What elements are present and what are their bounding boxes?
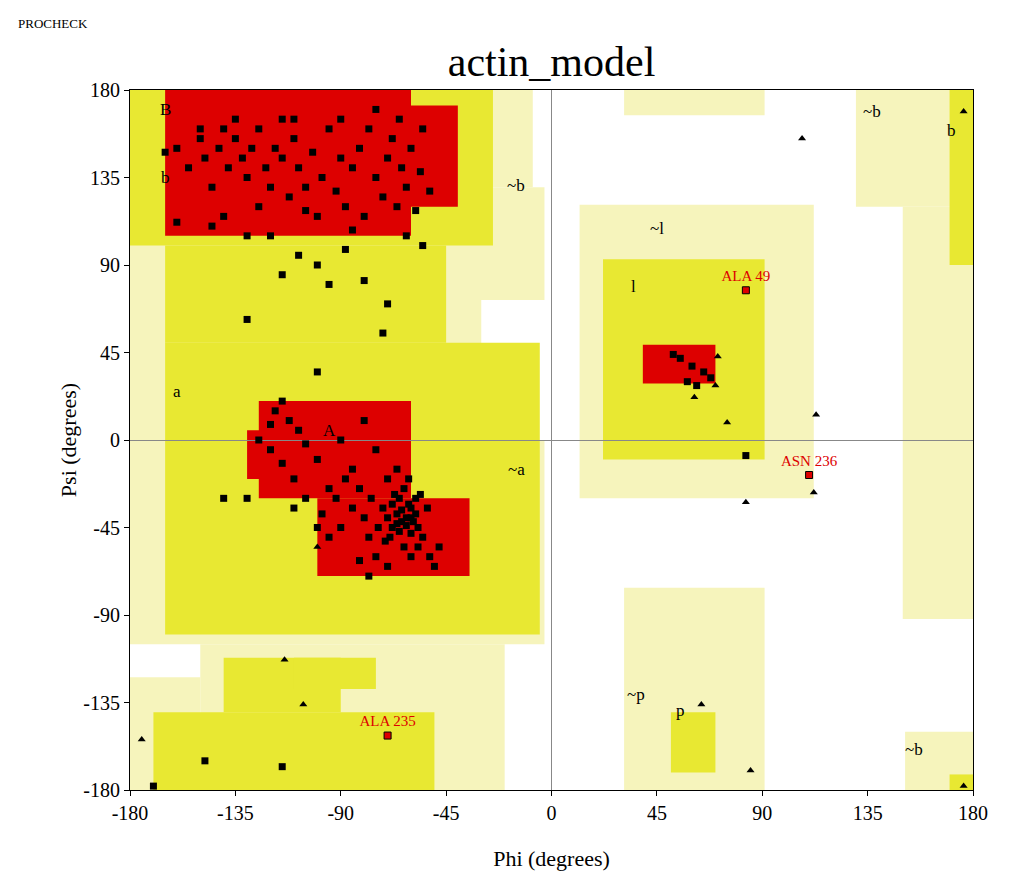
svg-text:~b: ~b [863,102,881,121]
svg-text:45: 45 [647,802,667,824]
svg-text:A: A [323,421,336,440]
svg-text:0: 0 [547,802,557,824]
svg-text:-180: -180 [112,802,149,824]
svg-text:180: 180 [958,802,988,824]
svg-text:-90: -90 [93,604,120,626]
svg-text:~b: ~b [905,740,923,759]
svg-text:B: B [160,100,171,119]
svg-text:ALA 235: ALA 235 [359,713,415,729]
svg-text:Psi (degrees): Psi (degrees) [56,383,81,497]
svg-text:90: 90 [752,802,772,824]
svg-text:-180: -180 [83,779,120,801]
svg-text:~a: ~a [508,460,525,479]
svg-text:b: b [161,168,170,187]
svg-text:~b: ~b [507,176,525,195]
svg-text:45: 45 [100,342,120,364]
svg-text:135: 135 [90,167,120,189]
svg-text:b: b [947,121,956,140]
svg-text:l: l [631,277,636,296]
svg-text:PROCHECK: PROCHECK [18,16,88,31]
svg-text:ASN 236: ASN 236 [781,453,838,469]
svg-text:Phi (degrees): Phi (degrees) [493,846,610,871]
svg-text:ALA 49: ALA 49 [721,268,770,284]
svg-text:p: p [676,701,685,720]
svg-text:-135: -135 [83,692,120,714]
svg-text:-135: -135 [217,802,254,824]
svg-text:actin_model: actin_model [448,39,656,85]
svg-text:0: 0 [110,429,120,451]
svg-text:135: 135 [853,802,883,824]
svg-text:-90: -90 [327,802,354,824]
svg-text:90: 90 [100,254,120,276]
svg-text:~l: ~l [650,219,664,238]
svg-text:180: 180 [90,79,120,101]
svg-text:~p: ~p [627,685,645,704]
svg-text:-45: -45 [93,517,120,539]
svg-text:-45: -45 [433,802,460,824]
svg-text:a: a [173,382,181,401]
